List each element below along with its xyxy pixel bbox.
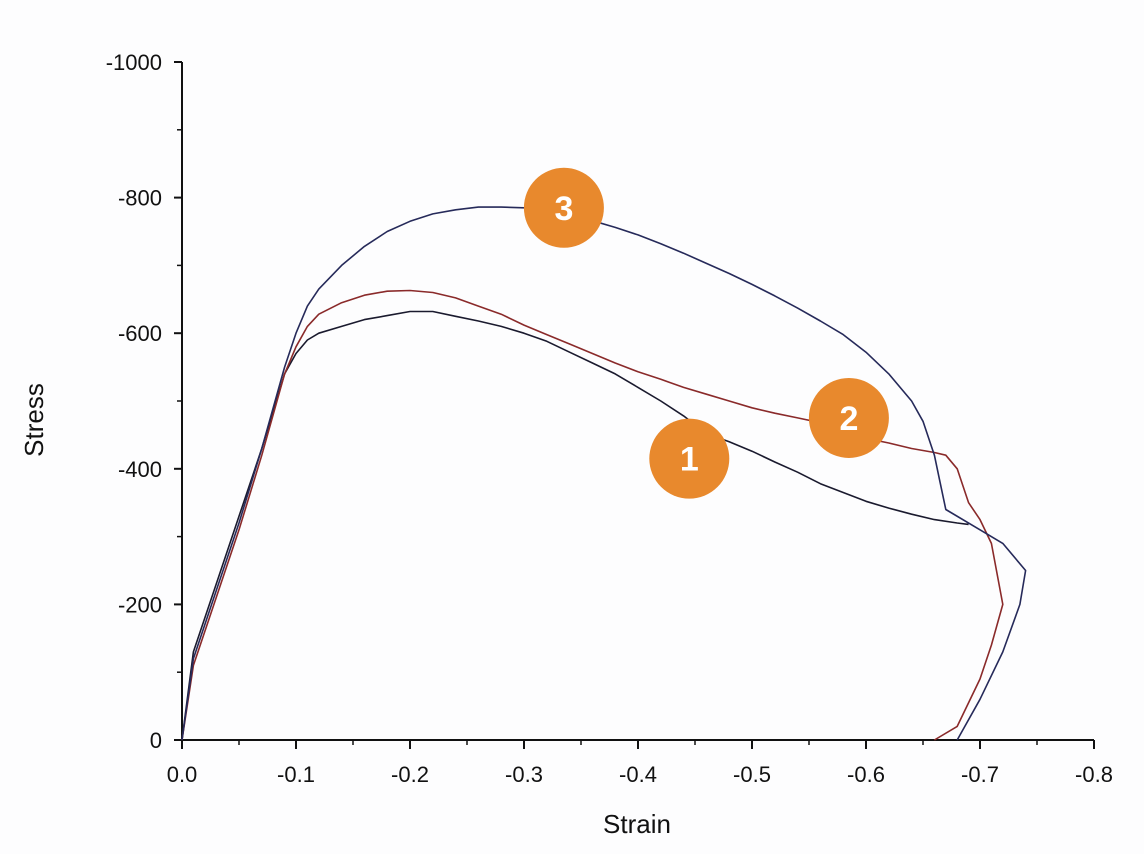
x-tick-label: -0.2 — [391, 762, 429, 787]
series-line-2 — [181, 289, 1004, 741]
y-tick-label: -200 — [118, 592, 162, 617]
x-tick-label: -0.8 — [1075, 762, 1113, 787]
x-axis-title: Strain — [603, 809, 671, 839]
badge-label: 1 — [680, 441, 699, 479]
x-tick-label: -0.7 — [961, 762, 999, 787]
badge-circle — [523, 167, 604, 248]
series-line-3 — [181, 206, 1027, 741]
badge-label: 2 — [839, 400, 858, 438]
y-ticks: 0 -200 -400 -600 -800 -1000 — [106, 50, 182, 753]
x-tick-label: 0.0 — [167, 762, 198, 787]
x-tick-label: -0.3 — [505, 762, 543, 787]
series-line-1 — [181, 310, 969, 741]
y-tick-label: -400 — [118, 457, 162, 482]
x-tick-label: -0.4 — [619, 762, 657, 787]
series-badge-3: 3 — [523, 167, 604, 248]
x-ticks: 0.0 -0.1 -0.2 -0.3 -0.4 -0.5 -0.6 -0.7 -0.8 — [167, 740, 1113, 787]
y-tick-label: -600 — [118, 321, 162, 346]
annotation-layer: 1 2 3 — [523, 167, 889, 499]
y-tick-label: 0 — [150, 728, 162, 753]
x-tick-label: -0.5 — [733, 762, 771, 787]
axes — [181, 62, 1094, 741]
y-tick-label: -800 — [118, 186, 162, 211]
y-axis-title: Stress — [19, 383, 49, 457]
x-tick-label: -0.1 — [277, 762, 315, 787]
y-tick-label: -1000 — [106, 50, 162, 75]
series-layer — [181, 206, 1027, 741]
badge-label: 3 — [554, 190, 573, 228]
badge-circle — [649, 418, 730, 499]
badge-circle — [808, 377, 889, 458]
series-badge-2: 2 — [808, 377, 889, 458]
x-tick-label: -0.6 — [847, 762, 885, 787]
series-badge-1: 1 — [649, 418, 730, 499]
